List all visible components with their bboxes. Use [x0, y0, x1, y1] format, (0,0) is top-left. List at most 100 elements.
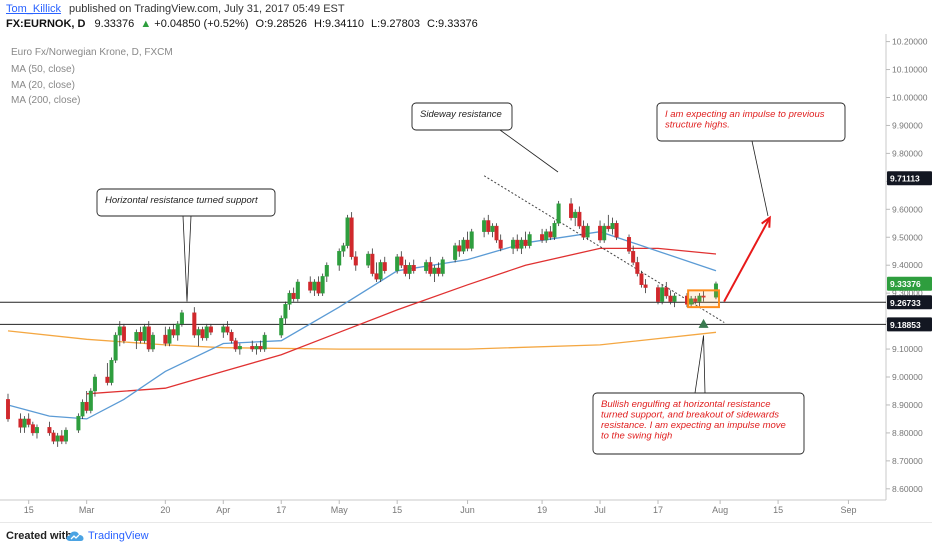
candle-body: [701, 295, 706, 298]
author-link[interactable]: Tom_Killick: [6, 3, 62, 15]
candle-body: [59, 435, 64, 442]
legend-title: Euro Fx/Norwegian Krone, D, FXCM: [11, 47, 173, 58]
high-value: 9.34110: [325, 18, 364, 30]
candle-body: [80, 401, 85, 417]
candle-body: [237, 346, 242, 350]
tradingview-cloud-icon[interactable]: [66, 529, 84, 543]
candle-body: [639, 273, 644, 285]
candle-body: [689, 298, 694, 305]
y-tick-label: 9.30000: [892, 288, 923, 298]
candle-body: [150, 334, 155, 350]
x-tick-label: 17: [653, 505, 663, 515]
ma50-line: [86, 247, 717, 395]
x-tick-label: May: [331, 505, 349, 515]
candle-body: [146, 326, 151, 350]
callout-box-engulfing: [592, 392, 805, 455]
x-tick-label: 20: [160, 505, 170, 515]
callout-pointer: [751, 140, 769, 217]
callout-text-impulse: structure highs.: [665, 120, 730, 131]
candle-body: [693, 298, 698, 302]
candle-body: [320, 276, 325, 294]
last-price: 9.33376: [94, 18, 135, 30]
price-label: 9.33376: [890, 279, 921, 289]
candle-body: [374, 273, 379, 280]
candle-body: [631, 251, 636, 263]
candle-body: [519, 239, 524, 249]
callout-text-engulfing: Bullish engulfing at horizontal resistan…: [601, 399, 771, 410]
open-label: O:: [255, 18, 268, 30]
callout-text-engulfing: to the swing high: [601, 431, 672, 442]
candle-body: [461, 239, 466, 252]
x-tick-label: Apr: [216, 505, 230, 515]
candle-body: [366, 253, 371, 266]
candle-body: [643, 284, 648, 288]
candle-body: [540, 234, 545, 241]
x-tick-label: 19: [537, 505, 547, 515]
callout-pointer: [499, 129, 559, 173]
callout-pointer: [694, 335, 706, 394]
projection-arrow-line: [723, 217, 771, 303]
x-tick-label: Mar: [79, 505, 95, 515]
candle-body: [26, 418, 31, 425]
candle-body: [635, 262, 640, 274]
y-tick-label: 9.10000: [892, 344, 923, 354]
candle-body: [163, 334, 168, 344]
x-tick-label: 15: [392, 505, 402, 515]
candle-body: [577, 211, 582, 227]
candle-body: [287, 292, 292, 305]
candle-body: [457, 245, 462, 252]
candle-body: [428, 262, 433, 274]
candle-body: [295, 281, 300, 299]
y-tick-label: 8.60000: [892, 484, 923, 494]
candle-body: [349, 217, 354, 258]
low-label: L:: [371, 18, 381, 30]
change-value: +0.04850 (+0.52%): [154, 18, 249, 30]
x-tick-label: Jul: [594, 505, 606, 515]
tradingview-brand-link[interactable]: TradingView: [88, 530, 149, 542]
candle-body: [92, 376, 97, 392]
price-label-box: [887, 295, 932, 310]
price-label: 9.71113: [890, 174, 920, 184]
candle-body: [440, 259, 445, 274]
candle-body: [598, 225, 603, 241]
callout-text-engulfing: resistance. I am expecting an impulse mo…: [601, 420, 786, 431]
created-with-label: Created with: [6, 530, 73, 542]
price-chart[interactable]: 10.20000 10.10000 10.00000 9.90000 9.80000 9.…: [0, 0, 932, 522]
price-label: 9.26733: [890, 298, 921, 308]
candle-body: [581, 225, 586, 238]
candle-body: [208, 326, 213, 333]
candle-body: [258, 346, 263, 350]
candle-body: [523, 239, 528, 246]
legend-ma50[interactable]: MA (50, close): [11, 64, 75, 75]
candle-body: [552, 223, 557, 238]
candle-body: [573, 211, 578, 218]
candle-body: [664, 287, 669, 297]
candle-body: [283, 304, 288, 319]
ma20-line: [7, 231, 717, 420]
callout-pointer: [182, 215, 192, 302]
candle-body: [337, 251, 342, 266]
y-tick-label: 8.80000: [892, 428, 923, 438]
candle-body: [171, 329, 176, 336]
y-tick-label: 9.80000: [892, 148, 923, 158]
candle-body: [403, 265, 408, 274]
candle-body: [229, 332, 234, 341]
candle-body: [544, 231, 549, 241]
legend-ma20[interactable]: MA (20, close): [11, 80, 75, 91]
candle-body: [672, 295, 677, 302]
candle-body: [486, 220, 491, 232]
candle-body: [221, 326, 226, 333]
candle-body: [200, 329, 205, 339]
y-tick-label: 9.00000: [892, 372, 923, 382]
legend-ma200[interactable]: MA (200, close): [11, 95, 81, 106]
y-tick-label: 9.90000: [892, 120, 923, 130]
candle-body: [556, 203, 561, 224]
footer: Created with TradingView: [0, 522, 932, 550]
candle-body: [515, 239, 520, 249]
candle-body: [105, 376, 110, 383]
candle-body: [656, 287, 661, 302]
published-text: published on TradingView.com, July 31, 2…: [69, 3, 345, 15]
candle-body: [88, 390, 93, 411]
y-tick-label: 10.10000: [892, 65, 928, 75]
price-label-box: [887, 276, 932, 291]
